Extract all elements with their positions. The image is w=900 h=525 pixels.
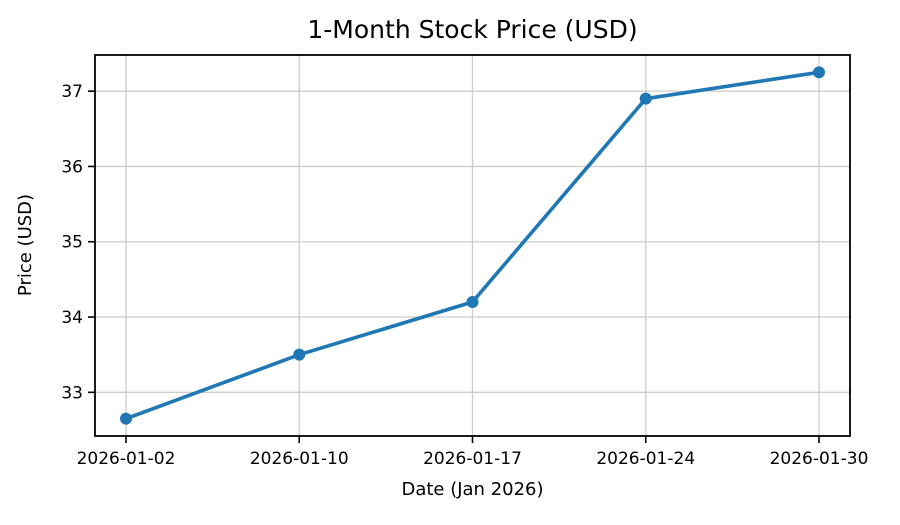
y-axis-label: Price (USD) <box>15 193 36 297</box>
x-tick-label: 2026-01-02 <box>77 449 176 469</box>
data-point <box>813 66 825 79</box>
x-tick-label: 2026-01-30 <box>770 449 869 469</box>
data-point <box>466 295 479 308</box>
x-axis-label: Date (Jan 2026) <box>401 479 544 500</box>
chart-title: 1-Month Stock Price (USD) <box>307 15 638 44</box>
x-tick-label: 2026-01-24 <box>596 449 695 469</box>
x-tick-label: 2026-01-17 <box>423 449 522 469</box>
y-tick-label: 37 <box>61 82 83 102</box>
y-tick-label: 36 <box>61 157 83 177</box>
y-tick-label: 34 <box>61 308 83 328</box>
data-point <box>639 92 652 105</box>
y-tick-label: 35 <box>61 233 83 253</box>
x-tick-label: 2026-01-10 <box>250 449 349 469</box>
y-tick-label: 33 <box>61 383 83 403</box>
data-point <box>293 348 306 361</box>
data-point <box>120 412 132 425</box>
